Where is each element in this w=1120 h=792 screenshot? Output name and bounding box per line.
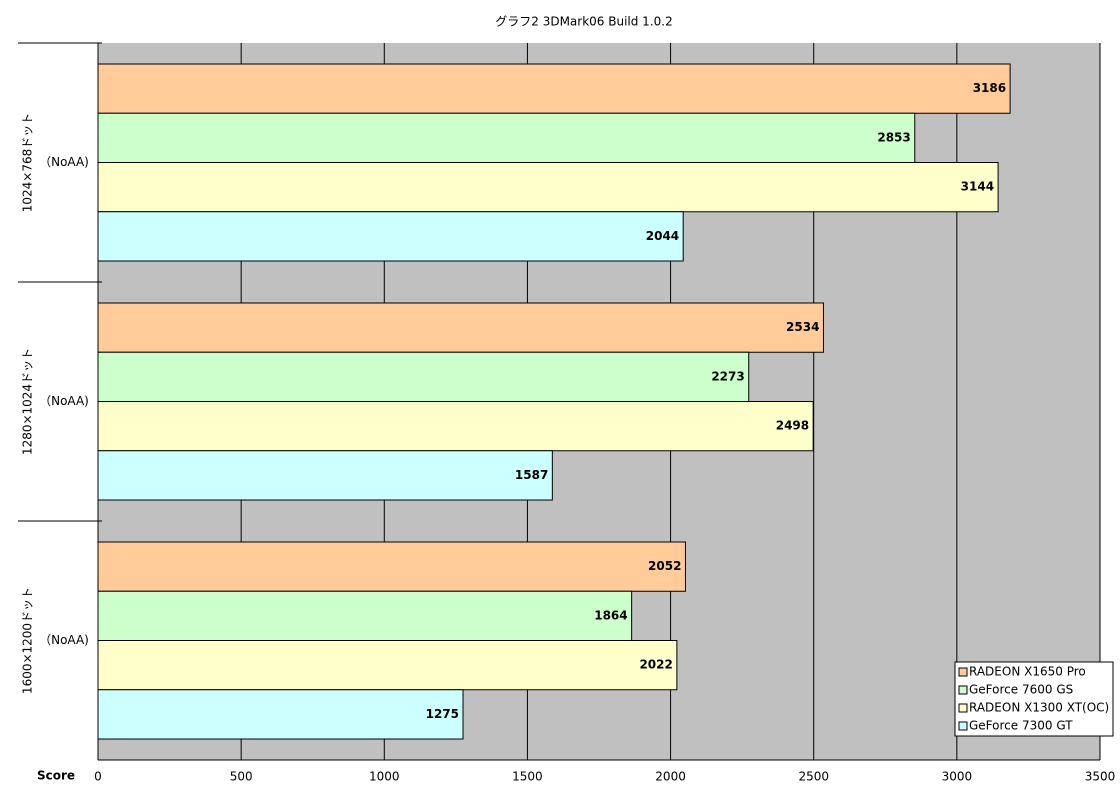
legend-swatch (958, 685, 968, 695)
category-label: 1600×1200ドット (21, 587, 35, 694)
x-tick-label: 1000 (369, 770, 400, 784)
legend-label: RADEON X1300 XT(OC) (969, 701, 1109, 715)
value-label: 2044 (646, 229, 679, 243)
bar (97, 401, 814, 452)
bar (97, 590, 633, 641)
bar (97, 211, 684, 262)
legend-label: RADEON X1650 Pro (969, 665, 1086, 679)
x-tick-label: 3000 (942, 770, 973, 784)
legend-swatch (958, 667, 968, 677)
value-label: 1275 (426, 707, 459, 721)
value-label: 2052 (648, 559, 681, 573)
category-label: 1280×1024ドット (21, 348, 35, 455)
legend-label: GeForce 7300 GT (969, 719, 1073, 733)
bar (97, 450, 553, 501)
bar (97, 541, 686, 592)
bar (97, 640, 678, 691)
category-note: （NoAA) (39, 633, 89, 647)
legend-box (954, 661, 1114, 737)
chart-title: グラフ2 3DMark06 Build 1.0.2 (495, 15, 672, 29)
x-tick-label: 2000 (655, 770, 686, 784)
bar (97, 112, 916, 163)
value-label: 1587 (515, 468, 548, 482)
category-note: （NoAA) (39, 394, 89, 408)
x-tick-label: 500 (230, 770, 253, 784)
x-tick-label: 1500 (512, 770, 543, 784)
category-note: （NoAA) (39, 155, 89, 169)
bar (97, 63, 1011, 114)
bar (97, 689, 464, 740)
value-label: 2534 (786, 320, 819, 334)
value-label: 2273 (711, 369, 744, 383)
legend-swatch (958, 721, 968, 731)
value-label: 2853 (877, 130, 910, 144)
x-axis-label: Score (37, 769, 75, 783)
x-tick-label: 2500 (798, 770, 829, 784)
bar (97, 351, 750, 402)
value-label: 1864 (594, 608, 627, 622)
category-label: 1024×768ドット (21, 113, 35, 213)
legend-label: GeForce 7600 GS (969, 683, 1073, 697)
bar (97, 162, 999, 213)
value-label: 2022 (639, 658, 672, 672)
x-tick-label: 3500 (1085, 770, 1116, 784)
value-label: 2498 (776, 419, 809, 433)
value-label: 3144 (961, 180, 994, 194)
x-tick-label: 0 (94, 770, 102, 784)
value-label: 3186 (973, 81, 1006, 95)
bar (97, 302, 824, 353)
legend-swatch (958, 703, 968, 713)
